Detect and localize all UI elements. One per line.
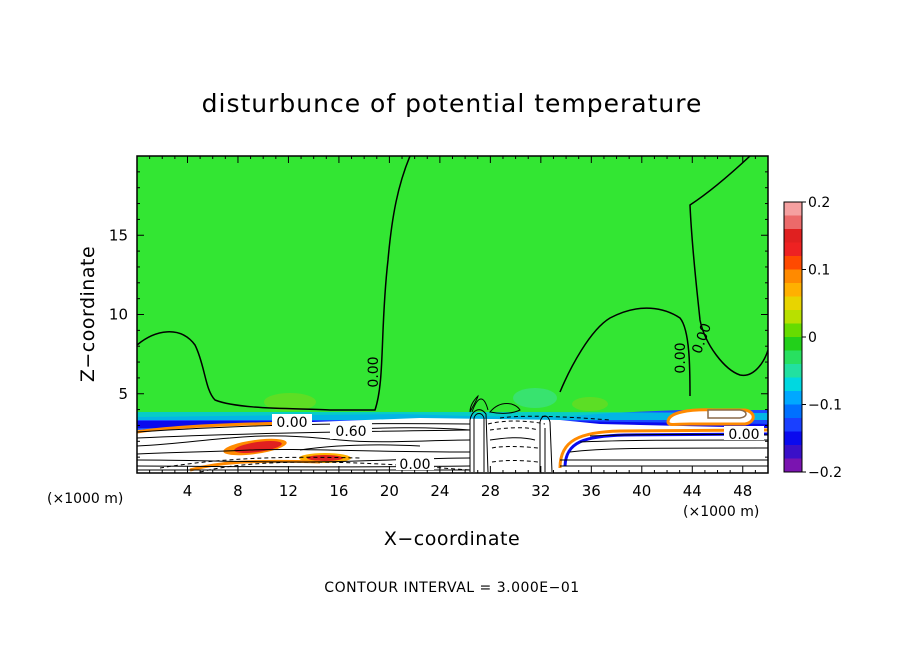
colorbar-swatch-13: [784, 377, 802, 392]
x-unit-left: (×1000 m): [47, 491, 123, 507]
x-tick-label-8: 36: [582, 482, 601, 500]
colorbar-label-1: 0.1: [808, 263, 830, 279]
colorbar-swatch-18: [784, 445, 802, 459]
zero-contours: [137, 156, 768, 411]
colorbar-swatch-16: [784, 418, 802, 432]
colorbar-swatch-4: [784, 256, 802, 270]
colorbar-swatch-14: [784, 391, 802, 405]
x-tick-label-5: 24: [430, 482, 449, 500]
x-tick-label-7: 32: [531, 482, 550, 500]
contour-interval-note: CONTOUR INTERVAL = 3.000E−01: [324, 580, 579, 596]
boundary-contours: [137, 423, 768, 473]
warm-patch-right: [572, 397, 608, 411]
colorbar-swatch-19: [784, 458, 802, 473]
colorbar-swatch-15: [784, 404, 802, 419]
colorbar-swatch-2: [784, 229, 802, 243]
x-tick-label-10: 44: [683, 482, 702, 500]
x-tick-label-6: 28: [481, 482, 500, 500]
colorbar-swatch-0: [784, 202, 802, 216]
colorbar-label-0: 0.2: [808, 195, 830, 211]
x-tick-label-11: 48: [733, 482, 752, 500]
x-tick-label-4: 20: [380, 482, 399, 500]
y-tick-label-0: 5: [118, 385, 128, 403]
contour-label-0: 0.00: [276, 415, 307, 431]
contour-label-4: 0.00: [673, 342, 689, 373]
contour-label-group: 0.00 0.60 0.00 0.00 0.00 0.00 0.00: [272, 321, 764, 473]
x-tick-label-2: 12: [279, 482, 298, 500]
x-unit-right: (×1000 m): [683, 504, 759, 520]
warm-patch-left: [264, 393, 316, 411]
colorbar-swatch-8: [784, 310, 802, 324]
plot-field: 0.00 0.60 0.00 0.00 0.00 0.00 0.00: [137, 156, 768, 473]
colorbar-swatch-7: [784, 296, 802, 311]
colorbar: 0.2 0.1 0 −0.1 −0.2: [783, 195, 842, 481]
colorbar-swatch-1: [784, 215, 802, 230]
colorbar-label-4: −0.2: [808, 465, 842, 481]
orange-contour-right: [558, 428, 768, 469]
cool-patch: [513, 388, 557, 408]
y-axis: 5 10 15: [109, 171, 768, 458]
warm-blob-core: [707, 409, 747, 419]
contour-label-3: 0.00: [366, 356, 382, 387]
colorbar-swatch-11: [784, 350, 802, 365]
colorbar-swatch-12: [784, 364, 802, 378]
warm-core-mid-inner: [307, 455, 343, 461]
x-tick-label-3: 16: [329, 482, 348, 500]
colorbar-swatch-9: [784, 323, 802, 338]
colorbar-swatch-6: [784, 283, 802, 297]
contour-label-2: 0.00: [399, 457, 430, 473]
x-tick-label-0: 4: [183, 482, 193, 500]
x-axis-label: X−coordinate: [384, 528, 520, 550]
contour-label-1: 0.60: [335, 424, 366, 440]
colorbar-swatch-3: [784, 242, 802, 257]
contour-label-6: 0.00: [728, 427, 759, 443]
x-tick-label-9: 40: [632, 482, 651, 500]
y-axis-label: Z−coordinate: [77, 246, 99, 382]
colorbar-label-2: 0: [808, 330, 817, 346]
colorbar-swatch-10: [784, 337, 802, 351]
y-tick-label-1: 10: [109, 306, 128, 324]
colorbar-swatch-17: [784, 431, 802, 446]
x-axis: 4 8 12 16 20 24 28 32 36 40 44 48: [149, 156, 756, 500]
y-tick-label-2: 15: [109, 226, 128, 244]
obstacle-contours: [469, 394, 611, 473]
x-tick-label-1: 8: [233, 482, 243, 500]
chart-title: disturbunce of potential temperature: [202, 89, 703, 118]
colorbar-label-3: −0.1: [808, 398, 842, 414]
colorbar-swatch-5: [784, 269, 802, 284]
